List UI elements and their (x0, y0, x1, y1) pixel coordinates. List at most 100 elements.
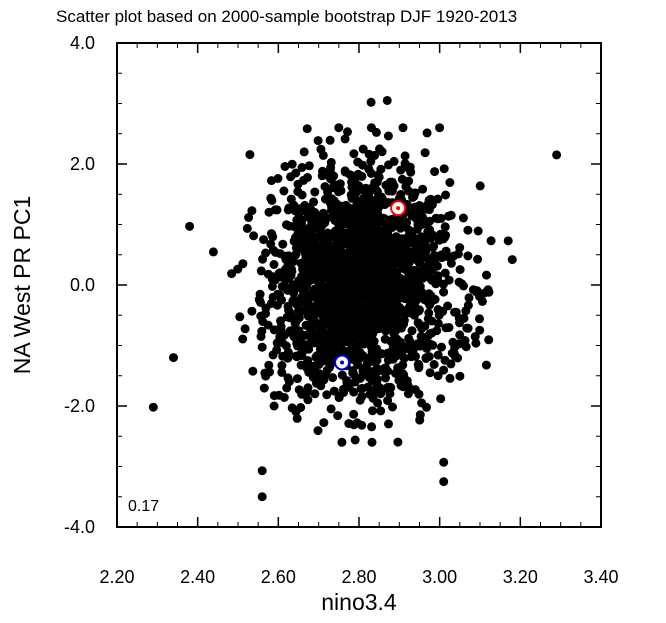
x-tick-label: 3.00 (422, 567, 457, 587)
scatter-point (425, 368, 435, 378)
scatter-point (296, 403, 306, 412)
scatter-point (414, 282, 424, 291)
scatter-point (340, 134, 350, 144)
scatter-point (337, 437, 347, 447)
scatter-point (308, 329, 318, 339)
scatter-point (387, 312, 397, 322)
scatter-point (437, 342, 446, 352)
scatter-point (311, 352, 321, 362)
scatter-point (400, 151, 410, 161)
scatter-point (289, 222, 299, 232)
scatter-point (257, 466, 267, 476)
scatter-point (272, 338, 282, 348)
scatter-point (380, 200, 390, 210)
scatter-point (350, 240, 360, 249)
scatter-point (337, 231, 347, 241)
scatter-point (441, 190, 451, 200)
scatter-point (433, 305, 443, 314)
scatter-point (303, 173, 312, 182)
scatter-point (433, 194, 443, 204)
scatter-point (299, 272, 308, 282)
scatter-point (486, 236, 496, 246)
scatter-point (291, 168, 301, 178)
scatter-point (366, 123, 376, 133)
scatter-point (383, 396, 393, 406)
scatter-point (308, 211, 317, 221)
scatter-point (347, 343, 357, 353)
scatter-point (264, 360, 274, 370)
scatter-point (381, 363, 390, 373)
scatter-point (337, 370, 347, 380)
scatter-point (433, 214, 443, 224)
scatter-point (168, 353, 178, 363)
scatter-point (386, 383, 396, 393)
scatter-point (292, 316, 301, 326)
scatter-point (416, 233, 426, 243)
scatter-point (400, 159, 410, 169)
scatter-point (461, 342, 471, 352)
scatter-point (347, 335, 356, 345)
scatter-point (425, 300, 435, 310)
scatter-point (372, 375, 382, 385)
scatter-point (454, 277, 464, 287)
scatter-point (463, 225, 473, 235)
y-axis-ticks: -4.0 -2.0 0.0 2.0 4.0 (64, 33, 601, 537)
scatter-point (552, 150, 562, 160)
scatter-point (349, 420, 359, 430)
scatter-point (326, 404, 336, 414)
scatter-point (357, 280, 367, 290)
scatter-point (261, 248, 271, 258)
scatter-point (421, 354, 431, 363)
highlight-markers (334, 200, 407, 371)
scatter-point (277, 367, 287, 377)
scatter-point (353, 306, 363, 316)
scatter-point (275, 290, 285, 300)
scatter-point (415, 320, 425, 330)
scatter-point (302, 124, 312, 134)
scatter-point (367, 437, 377, 447)
scatter-point (433, 275, 443, 285)
scatter-point (483, 285, 493, 295)
scatter-point (267, 176, 276, 186)
scatter-point (370, 232, 380, 242)
x-tick-label: 3.40 (583, 567, 618, 587)
scatter-point (294, 306, 304, 316)
scatter-point (413, 360, 423, 369)
scatter-point (331, 270, 341, 280)
scatter-point (359, 216, 369, 226)
scatter-point (316, 144, 326, 154)
scatter-point (283, 347, 293, 357)
correlation-annotation: 0.17 (128, 498, 159, 515)
scatter-point (310, 389, 320, 399)
scatter-point (435, 123, 445, 133)
scatter-point (424, 308, 434, 318)
scatter-point (299, 147, 309, 157)
scatter-point (397, 174, 407, 184)
scatter-point (353, 233, 362, 243)
scatter-point (322, 298, 332, 308)
x-tick-label: 3.20 (503, 567, 538, 587)
scatter-point (370, 150, 380, 160)
scatter-point (296, 219, 306, 228)
scatter-point (330, 231, 340, 241)
scatter-point (399, 353, 409, 363)
scatter-point (309, 197, 319, 207)
scatter-point (304, 161, 314, 171)
scatter-point (381, 180, 391, 190)
scatter-point (384, 419, 393, 429)
scatter-point (357, 391, 367, 401)
scatter-point (389, 274, 399, 284)
scatter-point (330, 280, 340, 290)
scatter-point (365, 352, 375, 362)
scatter-point (369, 307, 379, 316)
scatter-point (403, 254, 413, 264)
scatter-point (439, 457, 449, 467)
scatter-point (439, 164, 449, 174)
scatter-point (444, 252, 453, 262)
scatter-point (283, 205, 293, 215)
scatter-point (302, 224, 312, 234)
scatter-point (361, 183, 371, 193)
scatter-point (433, 350, 443, 360)
scatter-point (347, 182, 357, 192)
scatter-point (364, 241, 374, 250)
